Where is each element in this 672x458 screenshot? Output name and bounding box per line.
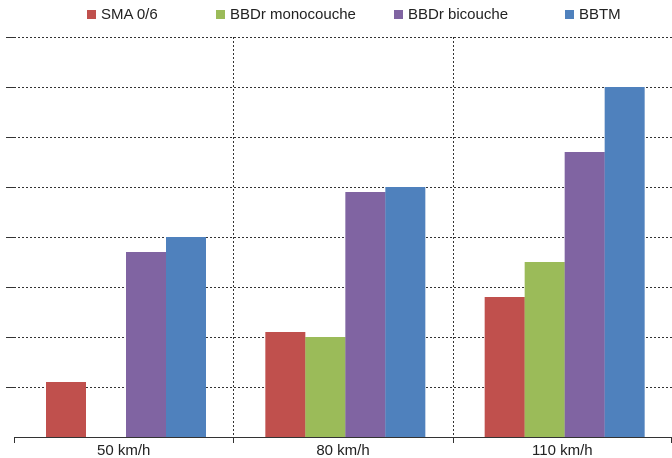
- x-tick-label: 50 km/h: [97, 442, 150, 458]
- bar: [305, 337, 346, 437]
- legend-item-bbdr-monocouche: BBDr monocouche: [216, 6, 356, 23]
- legend-label-bbdr-bicouche: BBDr bicouche: [408, 6, 509, 23]
- legend: SMA 0/6 BBDr monocouche BBDr bicouche BB…: [0, 6, 672, 30]
- legend-label-bbdr-monocouche: BBDr monocouche: [230, 6, 356, 23]
- bar: [46, 382, 86, 437]
- bar: [604, 87, 645, 437]
- legend-item-sma: SMA 0/6: [87, 6, 158, 23]
- legend-swatch-bbtm: [565, 10, 574, 19]
- bar: [345, 192, 386, 437]
- legend-label-bbtm: BBTM: [579, 6, 621, 23]
- legend-label-sma: SMA 0/6: [101, 6, 158, 23]
- legend-swatch-bbdr-bicouche: [394, 10, 403, 19]
- bar: [524, 262, 565, 437]
- bar: [265, 332, 306, 437]
- x-tick-labels: 50 km/h 80 km/h 110 km/h: [97, 442, 593, 458]
- legend-item-bbtm: BBTM: [565, 6, 621, 23]
- x-tick-label: 80 km/h: [316, 442, 369, 458]
- legend-swatch-bbdr-monocouche: [216, 10, 225, 19]
- bar: [385, 187, 426, 437]
- x-tick-label: 110 km/h: [532, 442, 593, 458]
- bar: [126, 252, 166, 437]
- legend-swatch-sma: [87, 10, 96, 19]
- bar: [564, 152, 605, 437]
- bars: [46, 87, 645, 437]
- bar: [484, 297, 525, 437]
- legend-item-bbdr-bicouche: BBDr bicouche: [394, 6, 508, 23]
- bar: [166, 237, 206, 437]
